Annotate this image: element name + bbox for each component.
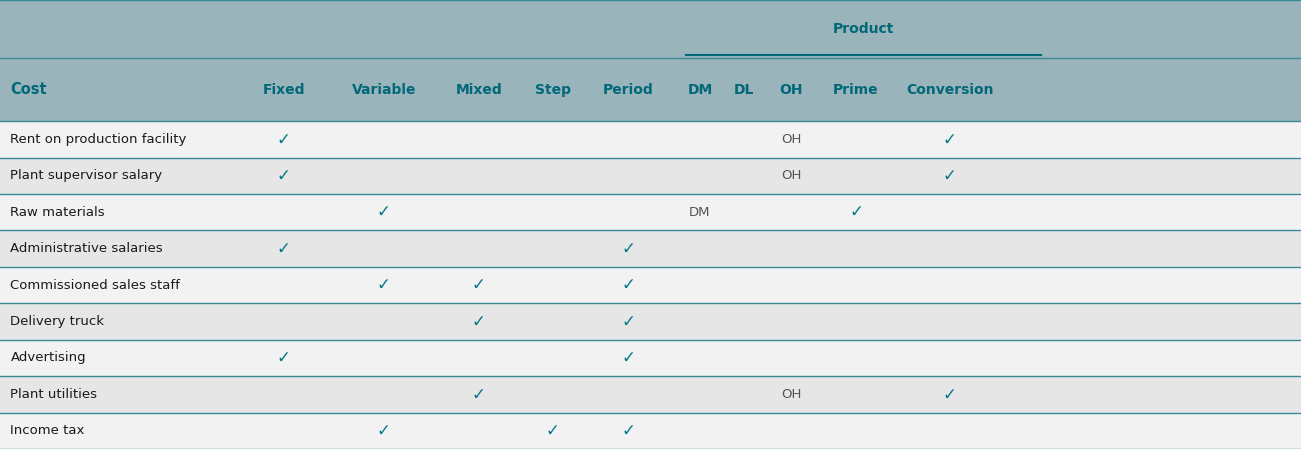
Text: DL: DL	[734, 83, 755, 97]
Bar	[0, 194, 1301, 230]
Text: Cost: Cost	[10, 82, 47, 97]
Text: Conversion: Conversion	[905, 83, 994, 97]
Text: ✓: ✓	[622, 276, 635, 294]
Bar	[0, 267, 1301, 304]
Text: ✓: ✓	[377, 276, 390, 294]
Text: Administrative salaries: Administrative salaries	[10, 242, 163, 255]
Text: ✓: ✓	[377, 203, 390, 221]
Text: ✓: ✓	[622, 422, 635, 440]
Text: ✓: ✓	[850, 203, 863, 221]
Text: Fixed: Fixed	[263, 83, 304, 97]
Bar	[0, 0, 1301, 121]
Text: Mixed: Mixed	[455, 83, 502, 97]
Text: ✓: ✓	[277, 131, 290, 149]
Text: Raw materials: Raw materials	[10, 206, 105, 219]
Text: OH: OH	[781, 133, 801, 146]
Bar	[0, 304, 1301, 340]
Text: Income tax: Income tax	[10, 424, 85, 437]
Text: ✓: ✓	[943, 167, 956, 185]
Text: Delivery truck: Delivery truck	[10, 315, 104, 328]
Text: Plant utilities: Plant utilities	[10, 388, 98, 401]
Text: OH: OH	[781, 169, 801, 182]
Text: ✓: ✓	[622, 349, 635, 367]
Text: Step: Step	[535, 83, 571, 97]
Text: ✓: ✓	[472, 276, 485, 294]
Text: ✓: ✓	[472, 313, 485, 330]
Text: Commissioned sales staff: Commissioned sales staff	[10, 279, 181, 291]
Text: Period: Period	[602, 83, 654, 97]
Text: ✓: ✓	[622, 313, 635, 330]
Bar	[0, 158, 1301, 194]
Text: ✓: ✓	[622, 240, 635, 258]
Bar	[0, 376, 1301, 413]
Text: ✓: ✓	[277, 167, 290, 185]
Text: ✓: ✓	[943, 385, 956, 403]
Text: DM: DM	[687, 83, 713, 97]
Text: ✓: ✓	[472, 385, 485, 403]
Text: DM: DM	[690, 206, 710, 219]
Bar	[0, 413, 1301, 449]
Text: Product: Product	[833, 22, 894, 36]
Text: Variable: Variable	[351, 83, 416, 97]
Text: ✓: ✓	[377, 422, 390, 440]
Text: ✓: ✓	[277, 349, 290, 367]
Text: Prime: Prime	[833, 83, 879, 97]
Text: Advertising: Advertising	[10, 352, 86, 365]
Text: Rent on production facility: Rent on production facility	[10, 133, 187, 146]
Bar	[0, 121, 1301, 158]
Text: OH: OH	[781, 388, 801, 401]
Text: ✓: ✓	[546, 422, 559, 440]
Text: ✓: ✓	[943, 131, 956, 149]
Bar	[0, 340, 1301, 376]
Bar	[0, 230, 1301, 267]
Text: OH: OH	[779, 83, 803, 97]
Text: Plant supervisor salary: Plant supervisor salary	[10, 169, 163, 182]
Text: ✓: ✓	[277, 240, 290, 258]
